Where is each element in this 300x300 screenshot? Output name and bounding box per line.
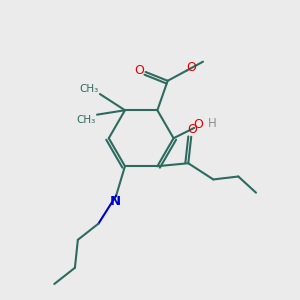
Text: H: H [208, 117, 217, 130]
Text: CH₃: CH₃ [76, 115, 95, 125]
Text: O: O [187, 61, 196, 74]
Text: O: O [134, 64, 144, 77]
Text: O: O [194, 118, 203, 131]
Text: O: O [188, 124, 197, 136]
Text: CH₃: CH₃ [79, 84, 98, 94]
Text: N: N [110, 195, 121, 208]
